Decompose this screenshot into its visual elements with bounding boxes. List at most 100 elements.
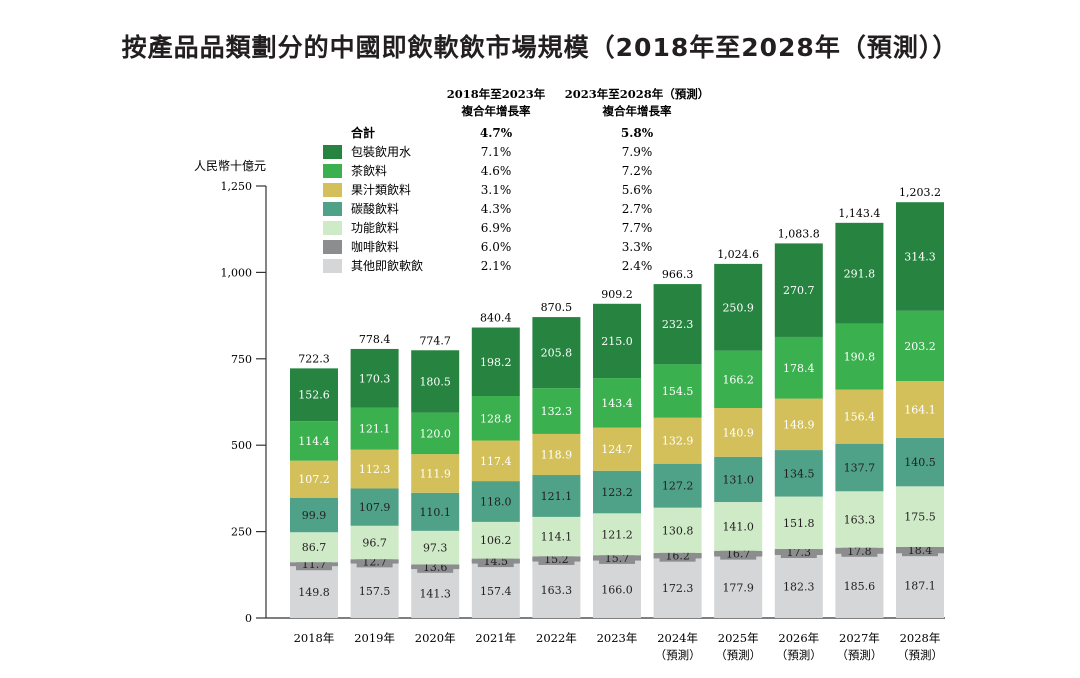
bar-segment [593, 560, 641, 618]
total-value-label: 870.5 [541, 301, 573, 314]
bar-segment [532, 475, 581, 517]
segment-value-label: 112.3 [359, 463, 391, 476]
segment-value-label: 314.3 [904, 251, 936, 264]
bar-segment [835, 443, 884, 492]
segment-value-label: 157.4 [480, 585, 512, 598]
total-value-label: 1,143.4 [838, 207, 880, 220]
legend-cagr-2023-2028: 5.8% [621, 126, 654, 140]
total-value-label: 966.3 [662, 268, 694, 281]
legend-label: 茶飲料 [351, 163, 387, 178]
bar-segment [835, 389, 884, 444]
x-tick-label: 2019年 [354, 631, 395, 645]
segment-value-label: 141.3 [419, 588, 451, 601]
y-tick-label: 500 [231, 439, 252, 452]
segment-value-label: 152.6 [298, 389, 330, 402]
segment-value-label: 99.9 [302, 509, 327, 522]
bar-segment [653, 284, 702, 365]
bar-segment [835, 553, 884, 618]
segment-value-label: 187.1 [904, 580, 936, 593]
segment-value-label: 114.4 [298, 435, 330, 448]
total-value-label: 840.4 [480, 312, 512, 325]
bar-segment [532, 561, 581, 618]
legend-swatch [323, 164, 342, 178]
total-value-label: 1,024.6 [717, 248, 759, 261]
segment-value-label: 250.9 [722, 301, 754, 314]
legend-row: 果汁類飲料 3.1% 5.6% [323, 182, 652, 197]
x-tick-label: 2022年 [536, 631, 577, 645]
bar-segment [350, 488, 399, 526]
legend-cagr-2018-2023: 4.7% [480, 126, 513, 140]
segment-value-label: 114.1 [541, 531, 573, 544]
bar-segment [471, 440, 520, 482]
segment-value-label: 117.4 [480, 455, 512, 468]
bar-segment [653, 364, 702, 418]
bar-stack: 172.3 16.2 130.8 127.2 132.9 154.5 232.3 966.3 [653, 268, 702, 618]
bar-segment [774, 398, 823, 451]
legend-cagr-2023-2028: 2.7% [622, 202, 653, 216]
legend-swatch [323, 183, 342, 197]
legend-row: 咖啡飲料 6.0% 3.3% [323, 239, 652, 254]
segment-value-label: 118.0 [480, 495, 512, 508]
legend-column-header: 2018年至2023年 [447, 87, 546, 101]
segment-value-label: 177.9 [722, 581, 754, 594]
segment-value-label: 178.4 [783, 362, 815, 375]
legend-swatch [323, 221, 342, 235]
bar-segment [774, 336, 823, 399]
legend-swatch [323, 202, 342, 216]
bar-segment [532, 516, 581, 557]
legend-row: 茶飲料 4.6% 7.2% [323, 163, 652, 178]
bar-segment [290, 368, 338, 422]
total-value-label: 1,203.2 [899, 186, 941, 199]
legend-cagr-2023-2028: 7.9% [622, 145, 653, 159]
y-tick-label: 1,250 [221, 180, 253, 193]
segment-value-label: 131.0 [722, 473, 754, 486]
bar-segment [593, 378, 641, 428]
bar-segment [593, 470, 641, 514]
legend-column-header: 2023年至2028年（預測） [565, 87, 710, 101]
bar-segment [350, 449, 399, 489]
segment-value-label: 132.3 [541, 405, 573, 418]
legend-cagr-2018-2023: 7.1% [481, 145, 512, 159]
legend-cagr-2023-2028: 3.3% [622, 240, 653, 254]
segment-value-label: 175.5 [904, 511, 936, 524]
x-tick-sublabel: （預測） [836, 648, 882, 662]
segment-value-label: 163.3 [541, 584, 573, 597]
x-tick-sublabel: （預測） [897, 648, 943, 662]
bar-segment [896, 437, 944, 487]
bar-segment [714, 263, 763, 351]
bar-segment [290, 460, 338, 498]
segment-value-label: 190.8 [844, 351, 876, 364]
bar-segment [593, 427, 641, 471]
x-tick-label: 2020年 [415, 631, 456, 645]
segment-value-label: 121.1 [359, 423, 391, 436]
bar-stack: 187.1 18.4 175.5 140.5 164.1 203.2 314.3 1,203.… [896, 186, 944, 618]
total-value-label: 778.4 [359, 333, 391, 346]
segment-value-label: 151.8 [783, 517, 815, 530]
legend-label: 功能飲料 [351, 220, 399, 235]
bar-segment [411, 569, 460, 618]
segment-value-label: 107.2 [298, 473, 330, 486]
segment-value-label: 149.8 [298, 586, 330, 599]
bar-stack: 185.6 17.8 163.3 137.7 156.4 190.8 291.8 1,143.… [835, 207, 884, 618]
legend-column-header: 複合年增長率 [602, 104, 672, 118]
segment-value-label: 106.2 [480, 534, 512, 547]
legend-label: 合計 [351, 125, 375, 140]
bar-segment [290, 497, 338, 533]
x-tick-label: 2026年 [778, 631, 819, 645]
segment-value-label: 172.3 [662, 582, 694, 595]
bar-segment [471, 396, 520, 441]
bar-segment [532, 433, 581, 476]
bar-segment [774, 554, 823, 618]
bar-segment [714, 456, 763, 503]
y-tick-label: 750 [231, 353, 252, 366]
bar-segment [896, 553, 944, 618]
chart-title: 按產品品類劃分的中國即飲軟飲市場規模（2018年至2028年（預測）） [121, 33, 959, 62]
legend-row: 功能飲料 6.9% 7.7% [323, 220, 652, 235]
bar-segment [471, 327, 520, 397]
segment-value-label: 143.4 [601, 397, 633, 410]
legend-row: 合計 4.7% 5.8% [351, 125, 654, 140]
total-value-label: 722.3 [298, 352, 330, 365]
segment-value-label: 140.5 [904, 456, 936, 469]
